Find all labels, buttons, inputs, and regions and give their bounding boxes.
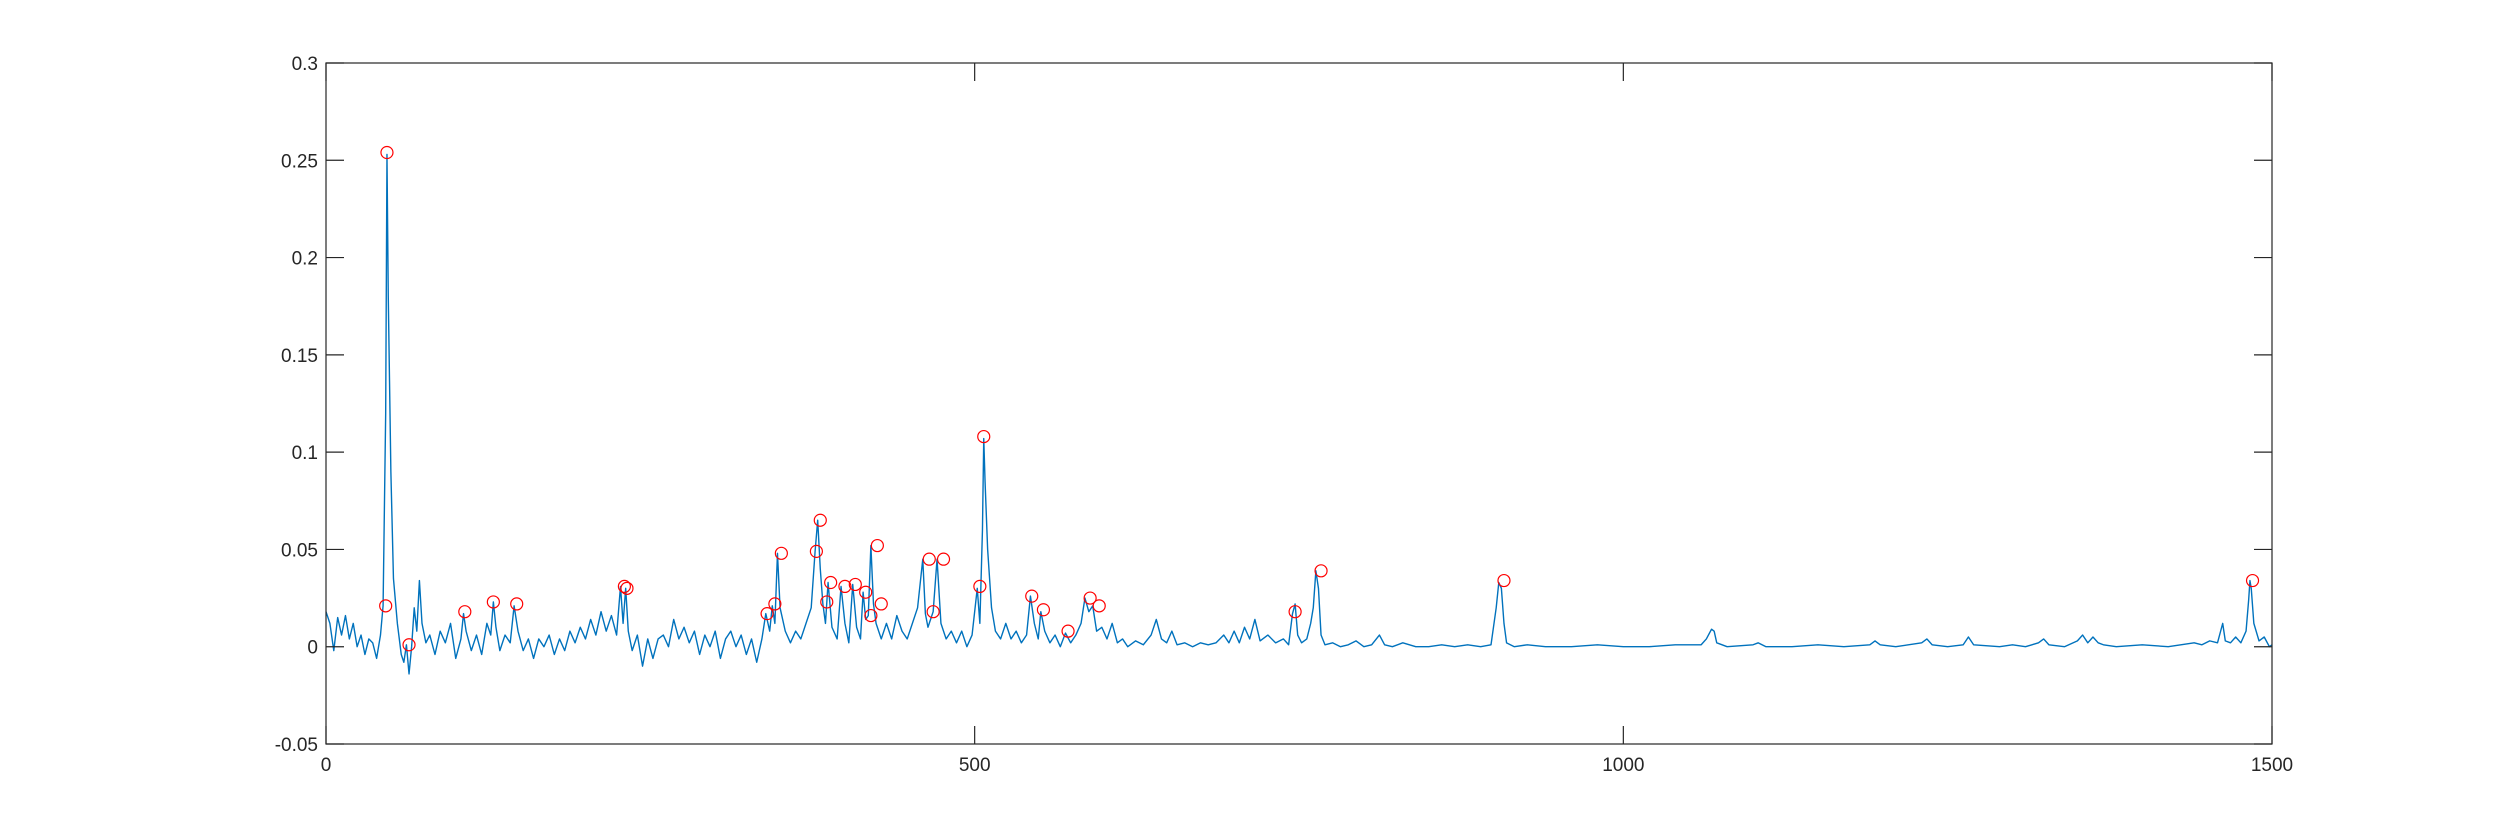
peak-marker	[1083, 591, 1097, 605]
peak-marker	[380, 145, 394, 160]
peak-marker	[936, 552, 951, 566]
y-tick-label: 0	[307, 638, 318, 659]
peak-marker	[874, 597, 888, 611]
peak-marker	[859, 585, 873, 599]
peak-marker	[824, 575, 838, 590]
peak-marker	[922, 552, 936, 566]
peak-marker	[838, 579, 852, 594]
peak-marker	[820, 595, 834, 609]
peak-marker	[402, 638, 416, 652]
peak-marker	[1497, 573, 1511, 588]
peak-markers	[379, 145, 2260, 652]
peak-marker	[848, 577, 862, 592]
y-axis-ticks: -0.05 0 0.05 0.1 0.15 0.2 0.25 0.3	[275, 54, 2272, 756]
plot-background	[326, 63, 2272, 744]
series-line	[325, 153, 2273, 675]
peak-marker	[1288, 605, 1302, 619]
peak-marker	[620, 581, 634, 595]
peak-marker	[2245, 573, 2260, 588]
peak-marker	[813, 513, 827, 527]
y-tick-label: 0.2	[292, 249, 318, 270]
peak-marker	[870, 538, 884, 553]
peak-marker	[1092, 599, 1106, 613]
y-tick-label: 0.15	[281, 346, 318, 367]
y-tick-label: -0.05	[275, 735, 318, 756]
peak-marker	[379, 599, 393, 613]
y-tick-label: 0.3	[292, 54, 318, 75]
axes-box	[325, 62, 2273, 745]
peak-marker	[1314, 564, 1328, 578]
peak-marker	[617, 579, 631, 594]
peak-marker	[864, 608, 878, 623]
y-tick-label: 0.05	[281, 540, 318, 561]
peak-marker	[768, 597, 782, 611]
x-tick-label: 1000	[1602, 755, 1644, 776]
x-axis-ticks: 0 500 1000 1500	[321, 63, 2293, 776]
peak-marker	[809, 544, 823, 558]
x-tick-label: 1500	[2251, 755, 2293, 776]
peak-marker	[973, 579, 987, 594]
peak-marker	[486, 595, 500, 609]
peak-marker	[977, 429, 991, 444]
peak-marker	[926, 605, 940, 619]
peak-marker	[1025, 589, 1039, 603]
x-tick-label: 500	[959, 755, 991, 776]
peak-marker	[1036, 603, 1051, 617]
peak-marker	[774, 546, 788, 560]
series-layer	[325, 153, 2273, 675]
peak-marker	[510, 597, 524, 611]
peak-marker	[458, 605, 472, 619]
peak-marker	[1061, 624, 1075, 638]
y-tick-label: 0.1	[292, 443, 318, 464]
y-tick-label: 0.25	[281, 151, 318, 172]
peak-marker	[760, 607, 774, 621]
x-tick-label: 0	[321, 755, 332, 776]
